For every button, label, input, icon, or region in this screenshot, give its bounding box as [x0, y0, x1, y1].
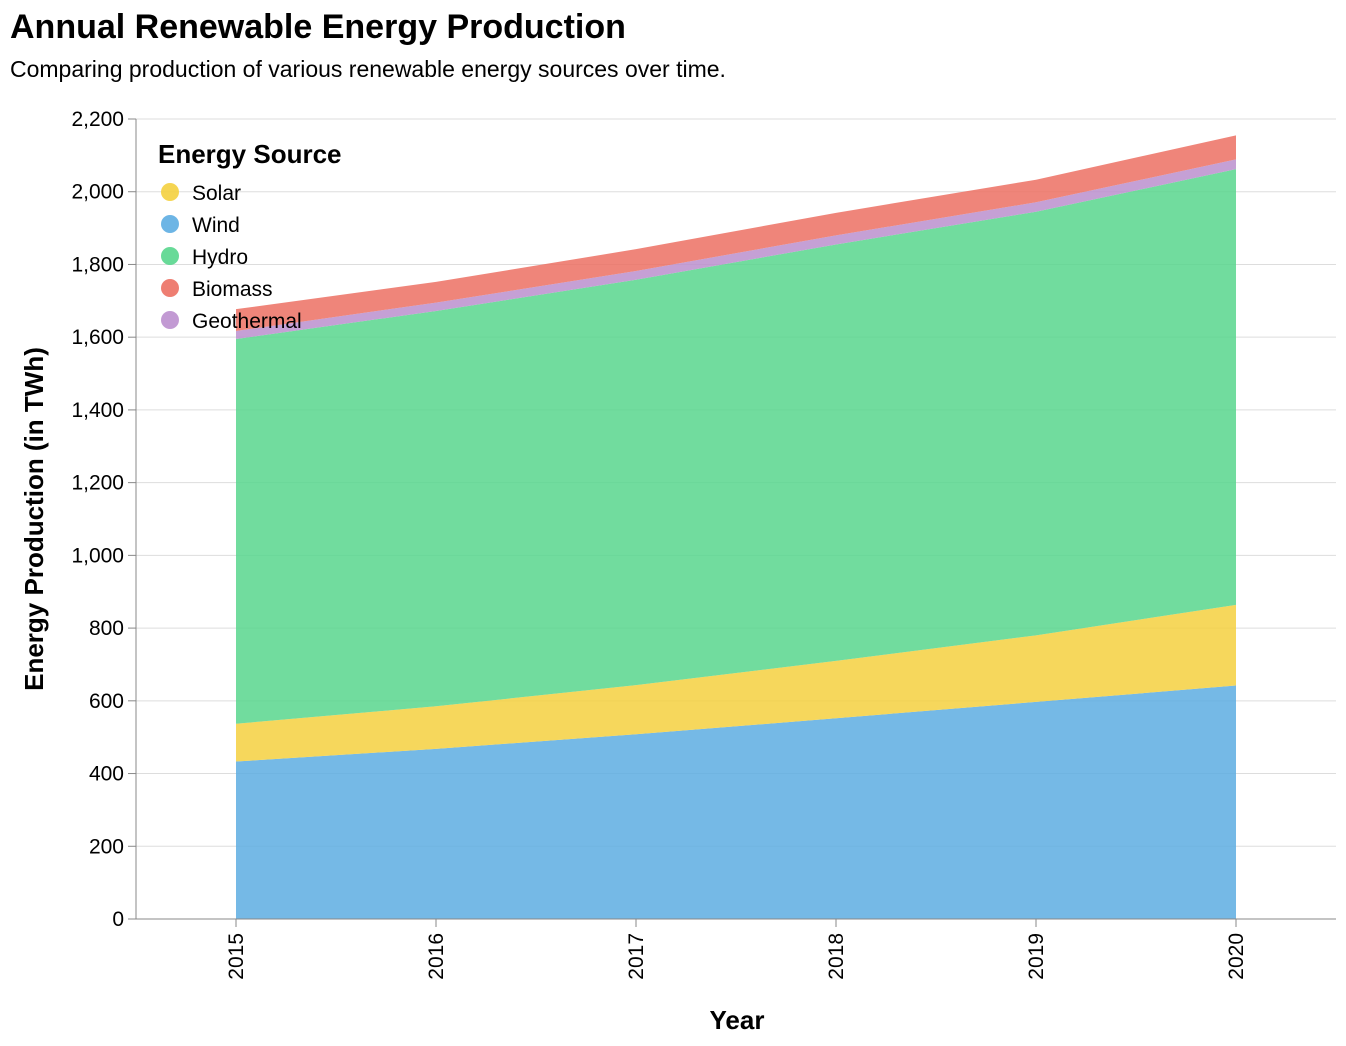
y-tick-label: 1,400	[71, 399, 124, 422]
legend-label-geothermal[interactable]: Geothermal	[192, 310, 302, 333]
legend-label-wind[interactable]: Wind	[192, 214, 240, 237]
y-tick-label: 2,000	[71, 181, 124, 204]
legend-label-solar[interactable]: Solar	[192, 182, 241, 205]
y-tick-label: 1,200	[71, 472, 124, 495]
area-geothermal	[236, 159, 1236, 339]
area-hydro	[236, 169, 1236, 724]
chart-title: Annual Renewable Energy Production	[10, 8, 626, 46]
x-tick-label: 2019	[1025, 933, 1048, 980]
y-axis-title: Energy Production (in TWh)	[19, 347, 49, 691]
y-tick-label: 2,200	[71, 108, 124, 131]
area-wind	[236, 685, 1236, 919]
x-tick-label: 2020	[1225, 933, 1248, 980]
axes: 0 200 400 600 800 1,000 1,200 1,400 1,600 1,800 2,…	[71, 108, 1336, 980]
x-tick-label: 2016	[425, 933, 448, 980]
legend-swatch-solar	[161, 183, 179, 201]
area-biomass	[236, 135, 1236, 331]
y-tick-label: 0	[112, 908, 124, 931]
y-tick-label: 200	[89, 835, 124, 858]
y-tick-label: 600	[89, 690, 124, 713]
y-tick-label: 1,600	[71, 326, 124, 349]
y-tick-label: 400	[89, 763, 124, 786]
legend-title: Energy Source	[158, 139, 342, 169]
x-tick-label: 2017	[625, 933, 648, 980]
legend-label-biomass[interactable]: Biomass	[192, 278, 273, 301]
legend-swatch-wind	[161, 215, 179, 233]
x-tick-label: 2018	[825, 933, 848, 980]
x-axis-title: Year	[710, 1005, 765, 1035]
y-tick-label: 1,000	[71, 544, 124, 567]
legend-swatch-biomass	[161, 279, 179, 297]
area-solar	[236, 604, 1236, 762]
legend-label-hydro[interactable]: Hydro	[192, 246, 248, 269]
area-series	[236, 135, 1236, 919]
chart-subtitle: Comparing production of various renewabl…	[10, 56, 726, 82]
legend-swatch-hydro	[161, 247, 179, 265]
y-tick-label: 800	[89, 617, 124, 640]
legend-swatch-geothermal	[161, 311, 179, 329]
legend[interactable]: Energy Source Solar Wind Hydro Biomass Geothe…	[158, 139, 342, 333]
x-tick-label: 2015	[225, 933, 248, 980]
y-tick-label: 1,800	[71, 253, 124, 276]
